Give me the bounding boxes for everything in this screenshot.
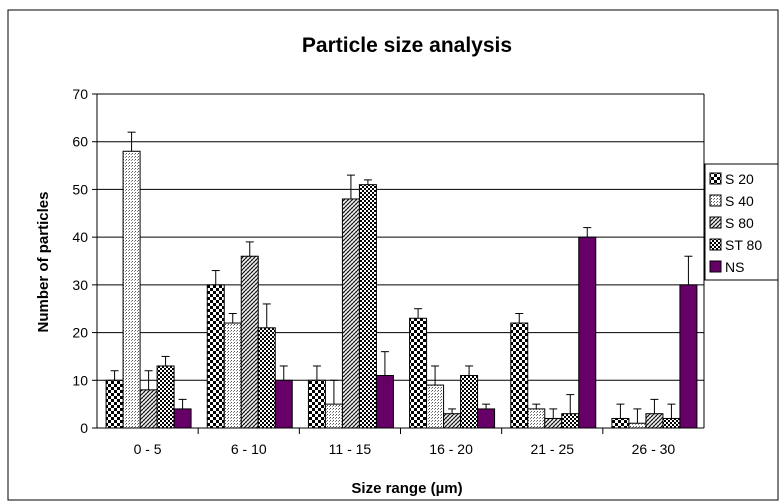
- bar-s-80: [240, 255, 259, 429]
- y-tick-label: 40: [72, 229, 88, 245]
- x-tick-label: 26 - 30: [632, 441, 676, 457]
- bar-ns: [477, 408, 496, 429]
- legend-label: S 40: [725, 193, 754, 209]
- y-tick-label: 60: [72, 134, 88, 150]
- legend-swatch: [709, 216, 722, 229]
- bar-s-40: [628, 422, 647, 429]
- x-tick-label: 11 - 15: [329, 441, 372, 457]
- bar-st-80: [662, 417, 681, 429]
- bar-st-80: [561, 413, 580, 429]
- bar-s-40: [527, 408, 546, 429]
- y-tick-label: 10: [72, 372, 88, 388]
- legend-label: NS: [725, 259, 744, 275]
- legend: S 20 S 40 S 80 ST 80 NS: [704, 163, 779, 281]
- x-tick-label: 16 - 20: [429, 441, 473, 457]
- bar-s-40: [324, 403, 343, 429]
- bar-ns: [375, 375, 394, 429]
- legend-swatch: [709, 172, 722, 185]
- bar-s-40: [426, 384, 445, 429]
- x-tick-label: 21 - 25: [530, 441, 574, 457]
- bar-s-20: [611, 417, 630, 429]
- bar-st-80: [460, 375, 479, 429]
- bar-ns: [679, 284, 698, 429]
- legend-label: S 80: [725, 215, 754, 231]
- chart-title: Particle size analysis: [302, 34, 512, 57]
- bar-s-80: [645, 413, 664, 429]
- bar-st-80: [156, 365, 175, 429]
- plot-area: 0 10 20 30 40 50 60 70 0 - 5 6 - 10 11 - 15 16 - 20…: [72, 86, 705, 457]
- bar-s-80: [544, 417, 563, 429]
- bar-ns: [274, 379, 293, 429]
- legend-swatch: [709, 194, 722, 207]
- bar-s-20: [409, 317, 428, 429]
- x-tick-label: 0 - 5: [134, 441, 162, 457]
- bar-st-80: [257, 327, 276, 429]
- bar-st-80: [358, 184, 377, 429]
- legend-label: S 20: [725, 171, 754, 187]
- bar-s-80: [139, 389, 158, 429]
- y-tick-label: 70: [72, 86, 88, 102]
- bar-ns: [578, 236, 597, 429]
- legend-swatch: [709, 238, 722, 251]
- y-tick-label: 20: [72, 325, 88, 341]
- bar-s-80: [341, 198, 360, 429]
- bar-s-80: [443, 413, 462, 429]
- legend-swatch: [709, 260, 722, 273]
- y-axis-label: Number of particles: [35, 192, 52, 333]
- bar-s-20: [307, 379, 326, 429]
- bar-s-40: [223, 322, 242, 429]
- bar-s-20: [105, 379, 124, 429]
- legend-label: ST 80: [725, 237, 762, 253]
- x-tick-label: 6 - 10: [231, 441, 267, 457]
- bar-s-20: [510, 322, 529, 429]
- bar-s-40: [122, 150, 141, 429]
- y-tick-label: 30: [72, 277, 88, 293]
- bar-ns: [173, 408, 192, 429]
- bar-s-20: [206, 284, 225, 429]
- y-tick-label: 50: [72, 181, 88, 197]
- y-tick-label: 0: [80, 420, 88, 436]
- x-axis-label: Size range (µm): [351, 480, 462, 497]
